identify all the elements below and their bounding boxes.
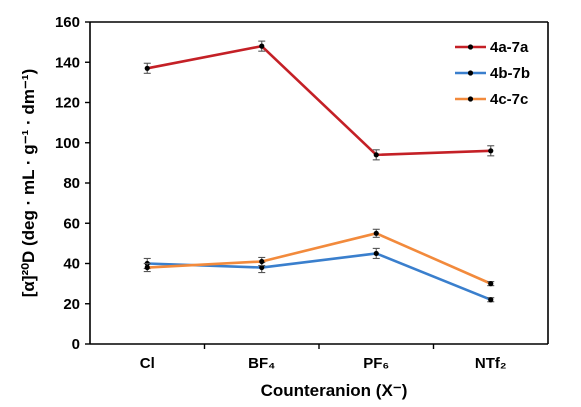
x-tick-label: Cl (140, 355, 155, 372)
data-point (259, 43, 265, 49)
x-tick-label: BF₄ (248, 355, 275, 372)
y-tick-label: 40 (63, 256, 80, 273)
legend: 4a-7a 4b-7b 4c-7c (455, 39, 530, 108)
y-tick-label: 140 (55, 54, 80, 71)
data-point (144, 65, 150, 71)
data-point (488, 148, 494, 154)
x-tick-label: NTf₂ (475, 355, 507, 372)
data-point (259, 264, 265, 271)
legend-marker (467, 44, 474, 50)
x-axis-title: Counteranion (X⁻) (261, 381, 408, 400)
y-tick-label: 120 (55, 95, 80, 112)
series-line (147, 232, 492, 285)
data-point (373, 230, 379, 236)
y-tick-label: 160 (55, 14, 80, 31)
legend-marker (467, 96, 474, 102)
y-tick-label: 80 (63, 175, 80, 192)
data-point (259, 258, 265, 265)
axes: 0 20 40 60 80 100 120 140 160 Cl BF₄ PF₆ NTf₂ (55, 14, 549, 372)
y-tick-label: 20 (63, 296, 80, 313)
legend-marker (467, 70, 474, 76)
series-layer (143, 40, 495, 303)
legend-label: 4c-7c (490, 91, 528, 108)
series-4b-7b (143, 247, 495, 303)
data-point (488, 297, 494, 303)
legend-label: 4b-7b (490, 65, 530, 82)
y-tick-label: 0 (72, 336, 80, 353)
data-point (144, 264, 150, 271)
data-point (488, 281, 494, 287)
y-tick-label: 60 (63, 215, 80, 232)
series-4c-7c (143, 228, 495, 287)
legend-label: 4a-7a (490, 39, 529, 56)
data-point (373, 152, 379, 158)
y-axis-title: [α]²⁰D (deg · mL · g⁻¹ · dm⁻¹) (19, 69, 38, 297)
data-point (373, 250, 379, 257)
x-tick-label: PF₆ (363, 355, 389, 372)
y-tick-label: 100 (55, 135, 80, 152)
series-line (147, 44, 491, 157)
series-4a-7a (143, 40, 495, 161)
